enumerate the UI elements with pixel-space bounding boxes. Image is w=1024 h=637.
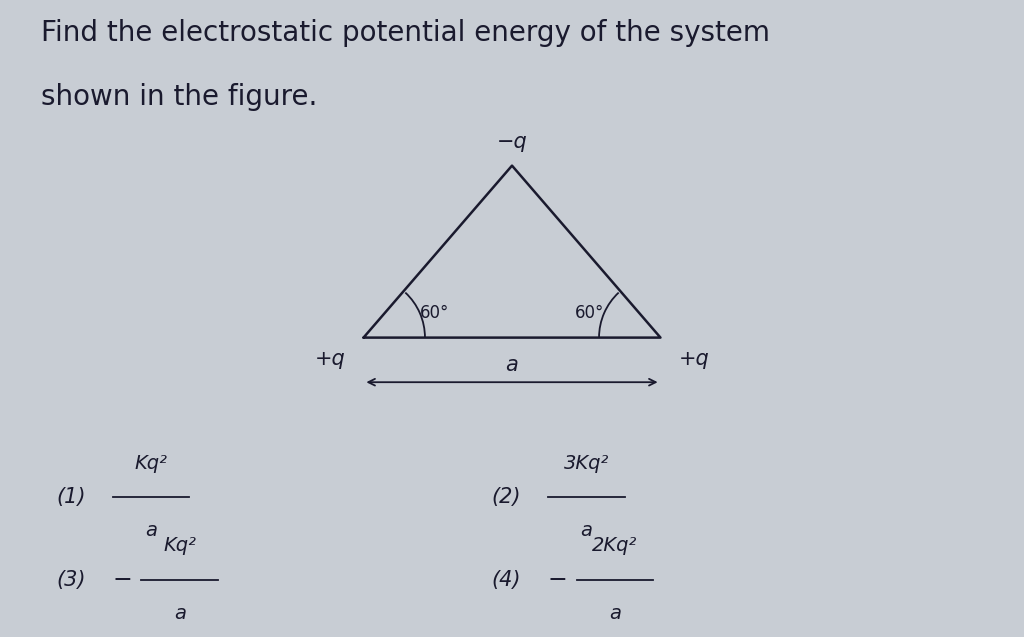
Text: (1): (1) [56,487,86,507]
Text: +q: +q [679,349,710,369]
Text: −: − [548,568,567,592]
Text: (4): (4) [492,569,521,590]
Text: shown in the figure.: shown in the figure. [41,83,317,111]
Text: −: − [113,568,132,592]
Text: +q: +q [314,349,345,369]
Text: 60°: 60° [420,304,450,322]
Text: −q: −q [497,132,527,152]
Text: a: a [145,521,157,540]
Text: 2Kq²: 2Kq² [592,536,638,555]
Text: 3Kq²: 3Kq² [563,454,609,473]
Text: Kq²: Kq² [163,536,197,555]
Text: a: a [506,355,518,375]
Text: (2): (2) [492,487,521,507]
Text: Kq²: Kq² [134,454,168,473]
Text: Find the electrostatic potential energy of the system: Find the electrostatic potential energy … [41,19,770,47]
Text: (3): (3) [56,569,86,590]
Text: a: a [581,521,592,540]
Text: 60°: 60° [574,304,604,322]
Text: a: a [609,604,621,623]
Text: a: a [174,604,185,623]
